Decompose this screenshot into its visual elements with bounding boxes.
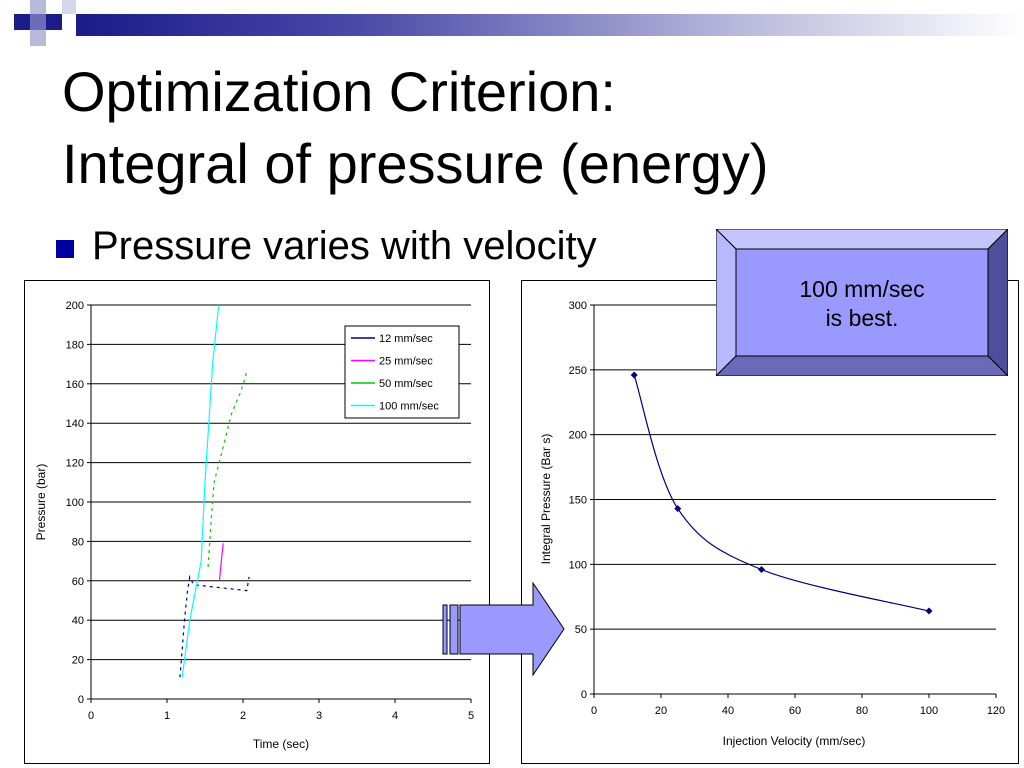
y-tick-label: 100 [569, 559, 587, 571]
header-gradient-bar [76, 14, 1024, 36]
title-line-2: Integral of pressure (energy) [62, 132, 769, 195]
callout-bevel-right [987, 229, 1008, 376]
callout-bevel-bottom [716, 355, 1008, 376]
x-axis-label: Injection Velocity (mm/sec) [723, 734, 866, 748]
series-line-100-mm-sec [181, 304, 220, 678]
callout-bevel-top [716, 229, 1008, 250]
data-point-diamond [925, 607, 933, 615]
data-point-diamond [630, 371, 638, 379]
y-tick-label: 60 [72, 576, 84, 588]
callout-line-1: 100 mm/sec [799, 276, 925, 302]
x-tick-label: 3 [316, 710, 322, 722]
decor-square-6 [14, 30, 30, 46]
x-tick-label: 2 [240, 710, 246, 722]
right-arrow-icon [442, 582, 565, 677]
y-tick-label: 0 [581, 689, 587, 701]
x-tick-label: 4 [392, 710, 398, 722]
pressure-time-chart: 0 20 40 60 80 100 120 140 160 180 200 0 1 2 3 4 5 Time (… [24, 280, 490, 764]
decor-square-2 [30, 0, 46, 16]
callout-text: 100 mm/sec is best. [736, 275, 988, 333]
y-tick-label: 80 [72, 536, 84, 548]
arrow-stripe-2 [449, 604, 459, 655]
x-axis-label: Time (sec) [253, 737, 309, 751]
integral-pressure-chart-svg: 0 50 100 150 200 250 300 0 20 40 60 80 100 120 Inject… [539, 300, 1005, 748]
bullet-square-icon [56, 239, 74, 258]
callout-box [716, 229, 1008, 376]
y-tick-label: 150 [569, 495, 587, 507]
y-tick-label: 200 [66, 300, 84, 312]
y-tick-label: 180 [66, 339, 84, 351]
decor-square-1 [14, 14, 30, 30]
series-line-12-mm-sec [179, 574, 250, 678]
y-tick-label: 200 [569, 430, 587, 442]
x-tick-label: 120 [987, 705, 1005, 717]
legend: 12 mm/sec 25 mm/sec 50 mm/sec 100 mm/sec [344, 325, 460, 419]
decor-square-7 [62, 0, 76, 14]
y-tick-label: 50 [575, 624, 587, 636]
x-tick-label: 0 [591, 705, 597, 717]
x-tick-label: 20 [655, 705, 667, 717]
series-curve [633, 374, 930, 612]
y-axis-label: Integral Pressure (Bar s) [539, 434, 553, 565]
bullet-item: Pressure varies with velocity [56, 224, 597, 269]
y-tick-label: 300 [569, 300, 587, 312]
x-tick-label: 0 [88, 710, 94, 722]
callout-line-2: is best. [825, 305, 899, 331]
y-tick-label: 160 [66, 379, 84, 391]
y-tick-label: 120 [66, 458, 84, 470]
pressure-time-chart-svg: 0 20 40 60 80 100 120 140 160 180 200 0 1 2 3 4 5 Time (… [34, 300, 474, 751]
y-tick-label: 20 [72, 655, 84, 667]
callout-bevel-left [716, 229, 737, 376]
series-line-50-mm-sec [207, 369, 248, 568]
header-decoration [14, 0, 76, 46]
x-tick-label: 40 [722, 705, 734, 717]
legend-label: 50 mm/sec [379, 378, 433, 390]
legend-label: 100 mm/sec [379, 401, 439, 413]
decor-square-5 [30, 14, 46, 30]
series-line-25-mm-sec [218, 543, 224, 581]
legend-box [344, 325, 460, 419]
y-tick-label: 250 [569, 365, 587, 377]
y-tick-label: 100 [66, 497, 84, 509]
x-tick-label: 100 [920, 705, 938, 717]
bullet-text: Pressure varies with velocity [92, 224, 597, 268]
data-point-diamond [674, 505, 682, 513]
x-tick-label: 80 [856, 705, 868, 717]
x-tick-label: 60 [789, 705, 801, 717]
y-tick-label: 0 [78, 694, 84, 706]
legend-label: 12 mm/sec [379, 333, 433, 345]
slide-title: Optimization Criterion: Integral of pres… [62, 56, 769, 200]
data-point-diamond [758, 566, 765, 574]
x-tick-label: 1 [164, 710, 170, 722]
title-line-1: Optimization Criterion: [62, 60, 616, 123]
callout-face [735, 248, 989, 357]
y-tick-label: 140 [66, 418, 84, 430]
legend-label: 25 mm/sec [379, 356, 433, 368]
y-tick-label: 40 [72, 615, 84, 627]
arrow-body [459, 582, 565, 677]
y-axis-label: Pressure (bar) [34, 464, 48, 541]
decor-square-3 [46, 14, 62, 30]
decor-square-4 [30, 30, 46, 46]
x-tick-label: 5 [468, 710, 474, 722]
arrow-stripe-1 [442, 604, 448, 655]
